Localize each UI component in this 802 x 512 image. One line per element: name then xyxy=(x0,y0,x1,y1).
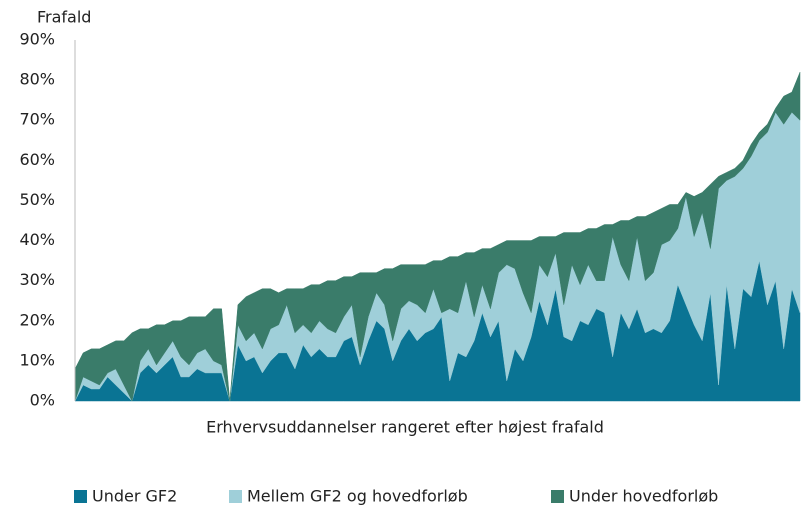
y-tick-label: 70% xyxy=(19,110,55,129)
y-tick-label: 90% xyxy=(19,30,55,49)
y-tick-label: 80% xyxy=(19,70,55,89)
y-axis-label: Frafald xyxy=(37,8,91,27)
legend-label: Under GF2 xyxy=(92,487,177,506)
legend-swatch xyxy=(74,490,87,503)
y-tick-label: 50% xyxy=(19,190,55,209)
legend-swatch xyxy=(229,490,242,503)
x-axis-label: Erhvervsuddannelser rangeret efter højes… xyxy=(206,418,604,437)
y-tick-label: 0% xyxy=(30,391,55,410)
y-tick-label: 40% xyxy=(19,230,55,249)
legend-swatch xyxy=(551,490,564,503)
y-tick-label: 10% xyxy=(19,350,55,369)
y-tick-label: 20% xyxy=(19,310,55,329)
legend-label: Mellem GF2 og hovedforløb xyxy=(247,487,468,506)
legend-label: Under hovedforløb xyxy=(569,487,718,506)
area xyxy=(74,71,801,402)
y-tick-label: 30% xyxy=(19,270,55,289)
y-tick-label: 60% xyxy=(19,150,55,169)
